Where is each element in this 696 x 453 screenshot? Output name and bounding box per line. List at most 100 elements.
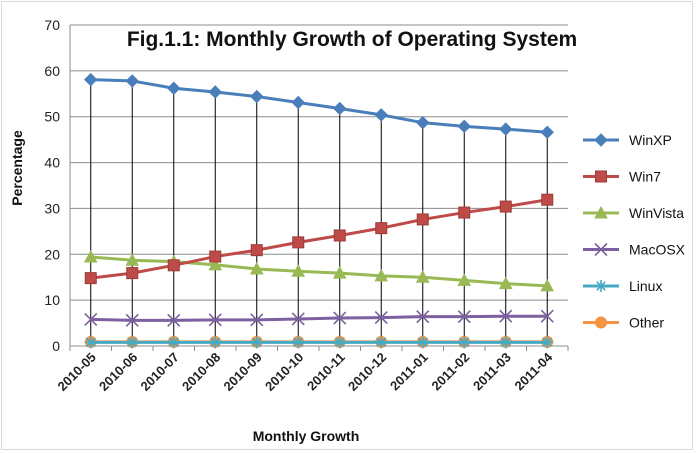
data-point <box>457 310 471 324</box>
data-point <box>416 115 430 130</box>
legend-marker <box>594 133 608 147</box>
data-point <box>292 336 305 349</box>
x-tick-label: 2011-02 <box>429 350 473 394</box>
legend-label: WinXP <box>629 132 672 148</box>
data-point <box>416 213 429 226</box>
data-point <box>540 125 554 140</box>
legend-item: MacOSX <box>583 242 686 258</box>
x-tick-label: 2010-05 <box>55 350 99 394</box>
legend-item: Win7 <box>583 169 661 185</box>
data-point <box>458 336 471 349</box>
data-point <box>167 336 180 349</box>
legend-marker <box>595 316 607 329</box>
data-point <box>499 122 513 136</box>
series-win7 <box>84 193 554 285</box>
data-point <box>333 101 347 116</box>
x-tick-label: 2010-06 <box>96 350 140 394</box>
data-point <box>291 312 305 326</box>
x-tick-label: 2011-04 <box>512 349 556 393</box>
data-point <box>541 193 554 206</box>
data-point <box>250 313 264 327</box>
y-tick-label: 10 <box>44 292 60 308</box>
legend-marker <box>594 242 608 257</box>
legend-item: WinXP <box>583 132 672 148</box>
legend-label: Linux <box>629 278 662 294</box>
data-point <box>375 222 388 235</box>
y-tick-label: 30 <box>44 200 60 216</box>
data-point <box>167 313 181 327</box>
series-layer <box>83 72 555 349</box>
legend-label: Other <box>629 315 664 331</box>
y-axis-label: Percentage <box>9 130 25 206</box>
data-point <box>126 267 139 280</box>
data-point <box>416 336 429 349</box>
y-tick-label: 70 <box>44 17 60 33</box>
y-tick-label: 40 <box>44 155 60 171</box>
data-point <box>167 81 181 95</box>
legend-marker <box>595 280 607 292</box>
x-tick-label: 2011-01 <box>387 350 431 394</box>
data-point <box>167 259 180 272</box>
series-line <box>90 78 548 134</box>
chart-title: Fig.1.1: Monthly Growth of Operating Sys… <box>127 28 577 51</box>
data-point <box>84 272 97 285</box>
data-point <box>540 278 555 292</box>
y-tick-labels: 0 10 20 30 40 50 60 70 <box>44 17 60 354</box>
data-point <box>333 229 346 242</box>
series-linux <box>84 336 554 349</box>
data-point <box>209 336 222 349</box>
data-point <box>292 236 305 249</box>
data-point <box>416 310 430 324</box>
data-point <box>84 72 98 87</box>
data-point <box>125 74 139 88</box>
data-point <box>333 336 346 349</box>
data-point <box>333 311 347 325</box>
x-tick-label: 2010-07 <box>138 350 182 394</box>
data-point <box>498 276 513 290</box>
y-tick-label: 0 <box>52 338 60 354</box>
x-tick-label: 2010-09 <box>221 350 265 394</box>
data-point <box>499 309 513 323</box>
x-tick-label: 2010-08 <box>179 350 223 394</box>
data-point <box>84 336 97 349</box>
data-point <box>375 336 388 349</box>
x-axis-label: Monthly Growth <box>253 428 360 444</box>
legend-item: Linux <box>583 278 662 294</box>
data-point <box>126 336 139 349</box>
data-point <box>84 312 98 326</box>
legend-item: Other <box>583 315 664 331</box>
x-tick-label: 2010-10 <box>262 350 306 394</box>
data-point <box>499 336 512 349</box>
series-line <box>90 314 548 322</box>
legend-label: Win7 <box>629 169 661 185</box>
data-point <box>209 250 222 263</box>
x-tick-label: 2011-03 <box>470 350 514 394</box>
legend-label: MacOSX <box>629 242 686 258</box>
data-point <box>540 309 554 323</box>
legend-marker <box>595 170 607 183</box>
series-macosx <box>84 309 554 327</box>
x-tick-labels: 2010-052010-062010-072010-082010-092010-… <box>55 349 556 394</box>
data-point <box>250 336 263 349</box>
data-point <box>250 89 264 104</box>
data-point <box>415 270 430 283</box>
data-point <box>291 95 305 110</box>
data-point <box>208 85 222 99</box>
legend: WinXP Win7 WinVista MacOSX Linux Other <box>583 132 686 331</box>
data-point <box>125 253 140 266</box>
data-point <box>457 119 471 134</box>
data-point <box>249 261 264 275</box>
series-winvista <box>83 249 555 292</box>
data-point <box>374 311 388 325</box>
data-point <box>208 257 223 271</box>
series-winxp <box>84 72 554 140</box>
x-tick-label: 2010-11 <box>304 350 348 394</box>
legend-marker <box>594 205 608 219</box>
axes <box>69 25 569 351</box>
gridlines <box>70 24 568 347</box>
x-tick-label: 2010-12 <box>345 350 389 394</box>
data-point <box>125 313 139 327</box>
legend-label: WinVista <box>629 205 684 221</box>
